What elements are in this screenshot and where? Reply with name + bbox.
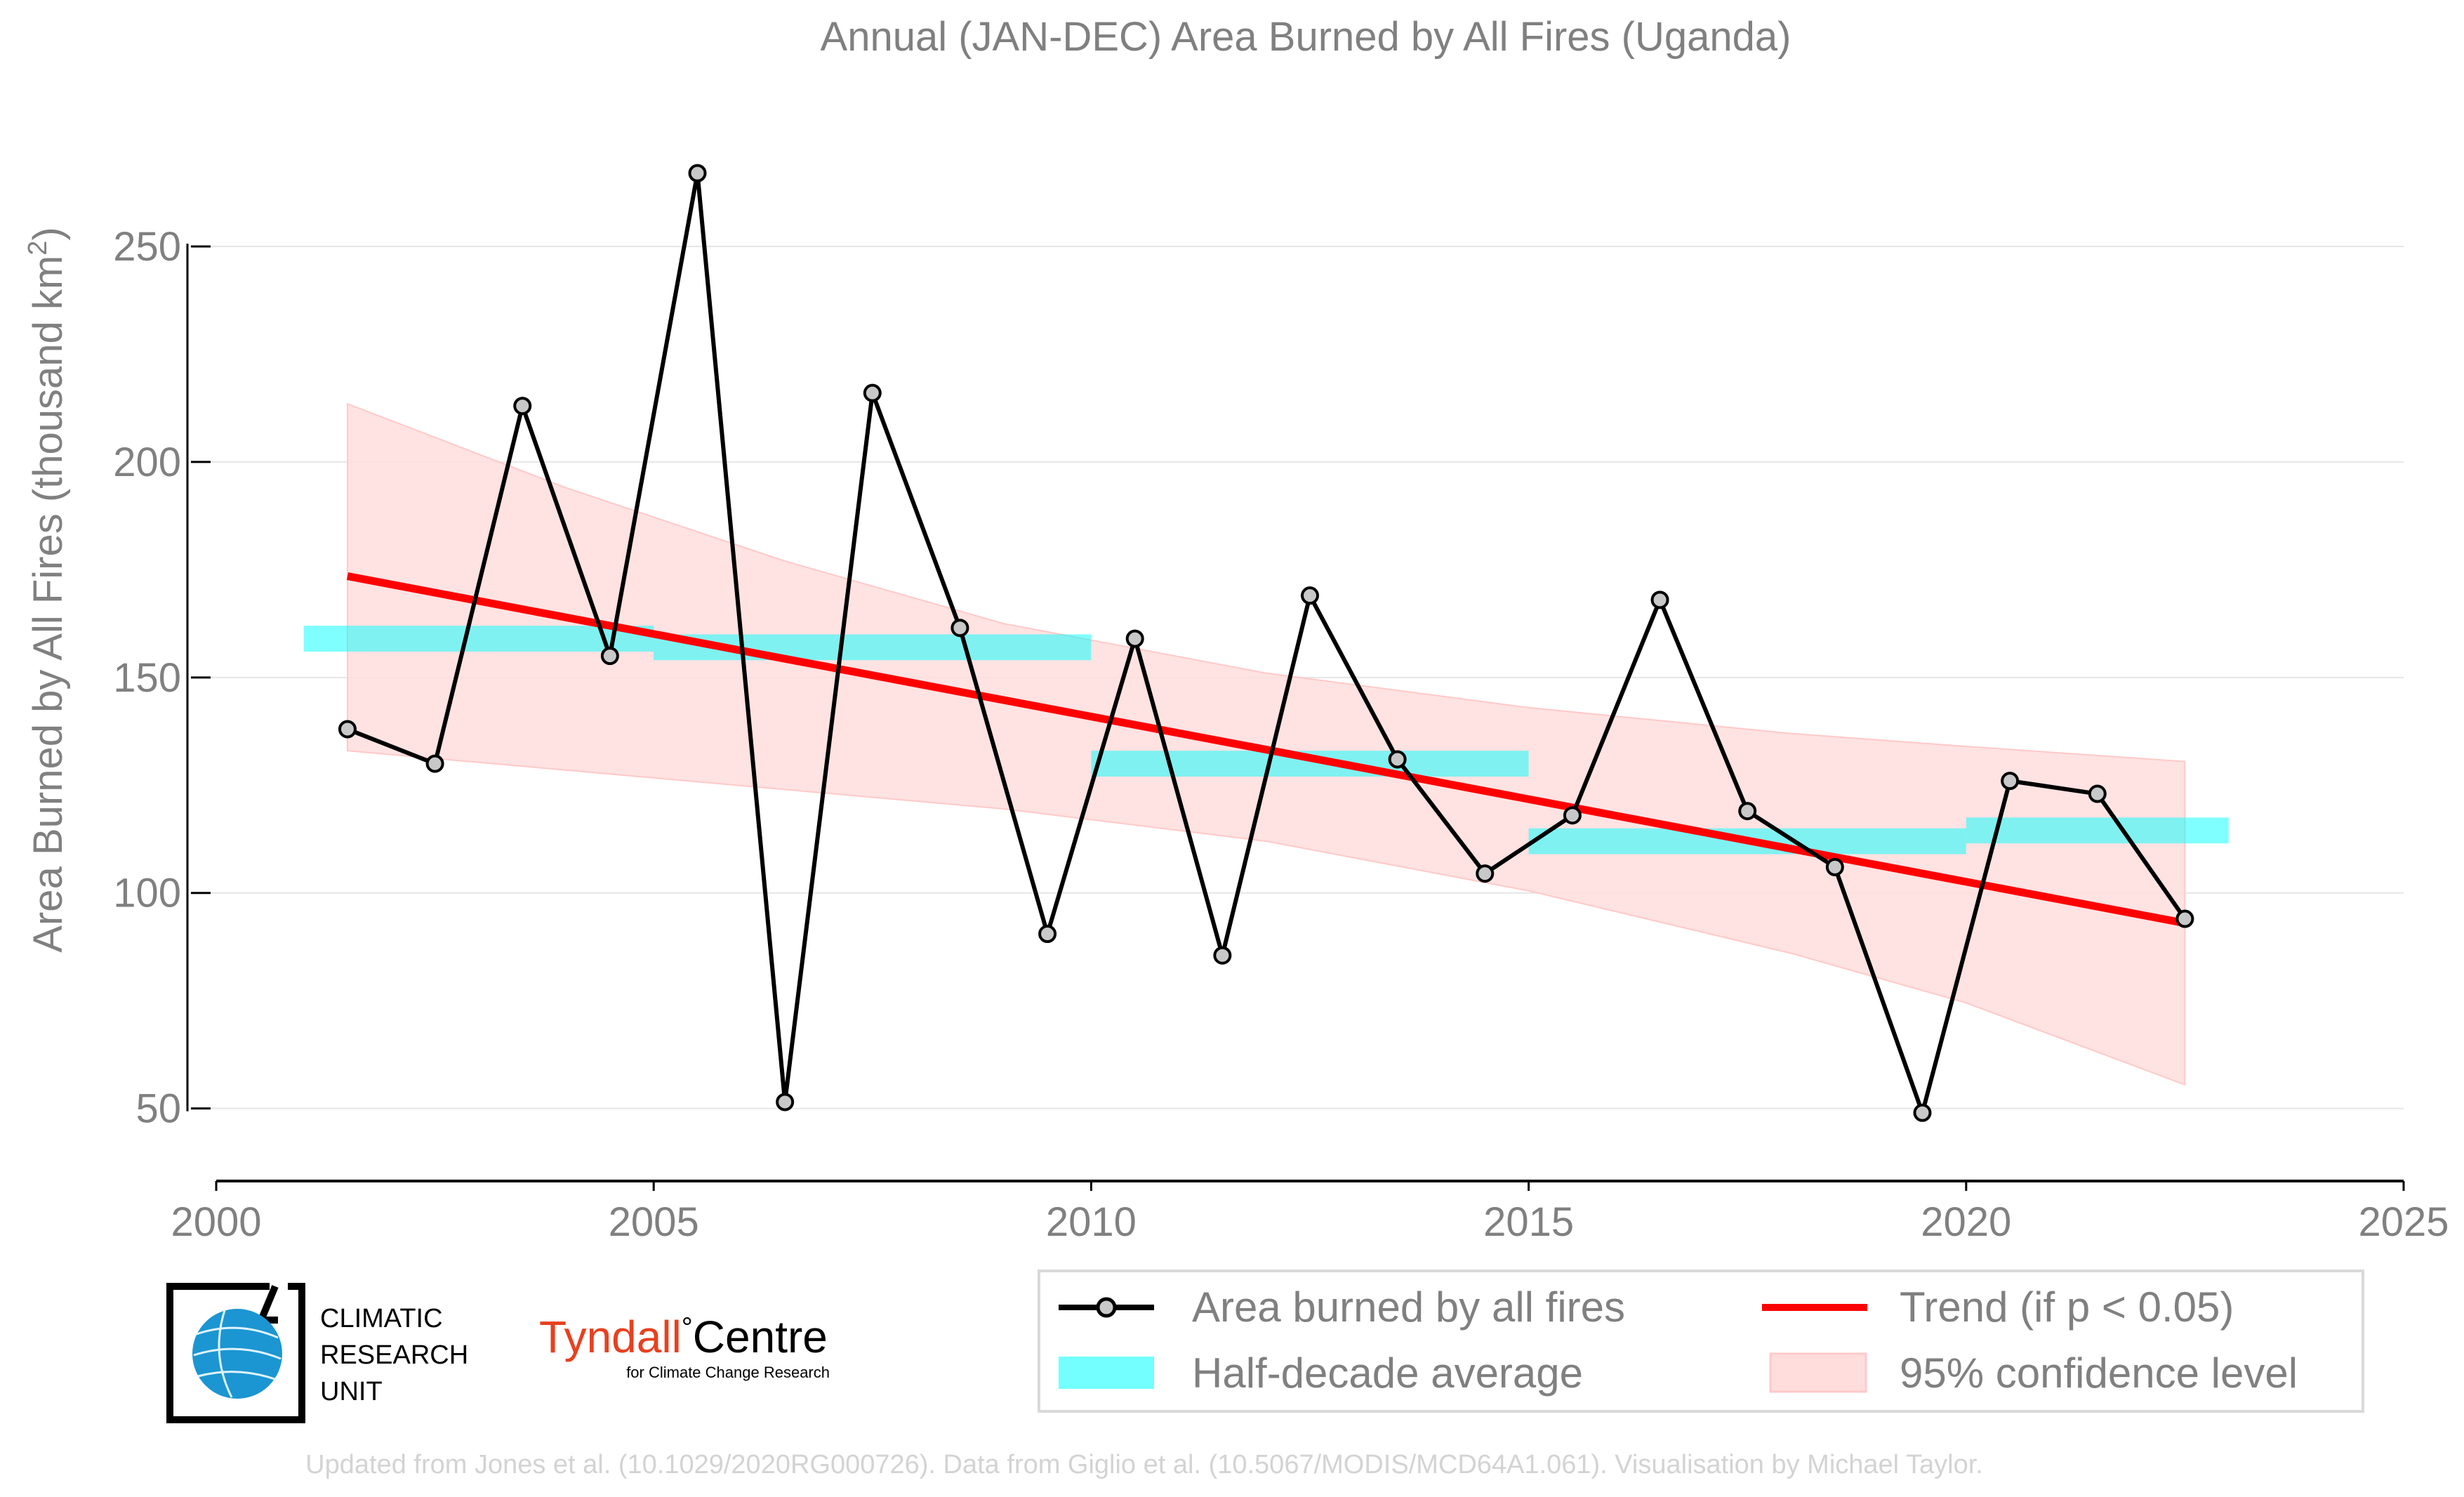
data-point-5 [688, 164, 707, 183]
data-point-16 [1650, 591, 1669, 609]
half-decade-average-layer [303, 626, 2229, 855]
tyndall-logo: Tyndall°Centre for Climate Change Resear… [539, 1312, 830, 1381]
confidence-band [346, 402, 2186, 1086]
cru-line-1: CLIMATIC [320, 1304, 443, 1333]
data-point-17 [1738, 802, 1757, 821]
svg-text:Tyndall°Centre: Tyndall°Centre [539, 1312, 828, 1362]
data-point-18 [1825, 857, 1844, 876]
y-axis-label: Area Burned by All Fires (thousand km2) [23, 227, 71, 952]
y-axis-label-sup: 2 [23, 241, 53, 256]
cru-logo: CLIMATIC RESEARCH UNIT [166, 1283, 468, 1423]
footer-credit: Updated from Jones et al. (10.1029/2020R… [305, 1450, 1983, 1479]
x-tick-label-2000: 2000 [171, 1199, 261, 1245]
data-point-15 [1563, 806, 1582, 825]
y-tick-label-250: 250 [113, 224, 181, 270]
legend-label-half-decade: Half-decade average [1192, 1350, 1583, 1397]
tyndall-degree: ° [682, 1312, 693, 1343]
x-tick-label-2015: 2015 [1483, 1199, 1574, 1245]
x-tick-label-2010: 2010 [1046, 1199, 1137, 1245]
x-tick-label-2005: 2005 [609, 1199, 699, 1245]
legend-box [1038, 1270, 2364, 1413]
legend-label-area-burned: Area burned by all fires [1192, 1284, 1625, 1331]
axes: 50 100 150 200 250 2000 2005 2010 2015 2020 2025 [113, 224, 2449, 1245]
data-point-22 [2175, 909, 2194, 928]
x-tick-label-2020: 2020 [1921, 1199, 2011, 1245]
legend-swatch-half-decade [1059, 1357, 1154, 1389]
x-tick-label-2025: 2025 [2358, 1199, 2449, 1245]
half-decade-bar-1 [303, 626, 654, 652]
y-tick-label-100: 100 [113, 871, 181, 916]
data-point-13 [1388, 750, 1407, 769]
legend-swatch-confidence [1769, 1352, 1867, 1393]
data-point-20 [2001, 772, 2020, 791]
legend-label-confidence: 95% confidence level [1900, 1350, 2298, 1397]
globe-lines [193, 1310, 281, 1398]
cru-line-3: UNIT [320, 1377, 383, 1406]
tyndall-name: Tyndall [539, 1312, 682, 1362]
series-line-1 [346, 171, 2187, 1115]
data-point-11 [1213, 946, 1232, 965]
y-tick-label-200: 200 [113, 440, 181, 485]
legend: Area burned by all fires Trend (if p < 0… [1038, 1270, 2364, 1413]
data-point-14 [1476, 864, 1495, 883]
tyndall-centre: Centre [693, 1312, 828, 1362]
y-tick-label-50: 50 [135, 1086, 181, 1132]
data-point-9 [1038, 925, 1057, 944]
y-axis-label-main: Area Burned by All Fires (thousand km [25, 256, 71, 953]
legend-swatch-area-burned-marker [1096, 1297, 1117, 1318]
trend-line [346, 572, 2186, 928]
y-tick-label-150: 150 [113, 655, 181, 701]
y-axis-label-end: ) [25, 227, 71, 240]
chart-title: Annual (JAN-DEC) Area Burned by All Fire… [821, 14, 1791, 60]
data-point-3 [513, 397, 532, 416]
series-layer [338, 164, 2194, 1122]
data-point-1 [338, 720, 357, 739]
half-decade-bar-5 [1966, 817, 2229, 844]
data-point-4 [600, 647, 619, 666]
data-point-21 [2088, 784, 2107, 803]
data-point-10 [1125, 629, 1144, 648]
confidence-band-layer [346, 402, 2186, 1086]
data-point-8 [951, 619, 969, 638]
data-point-6 [776, 1093, 795, 1112]
tyndall-subtitle: for Climate Change Research [626, 1364, 830, 1381]
data-point-2 [425, 754, 444, 773]
cru-line-2: RESEARCH [320, 1340, 468, 1370]
legend-label-trend: Trend (if p < 0.05) [1900, 1284, 2234, 1331]
data-point-12 [1301, 586, 1319, 605]
data-point-19 [1913, 1103, 1932, 1122]
data-point-7 [863, 383, 882, 402]
trend-layer [346, 572, 2186, 928]
